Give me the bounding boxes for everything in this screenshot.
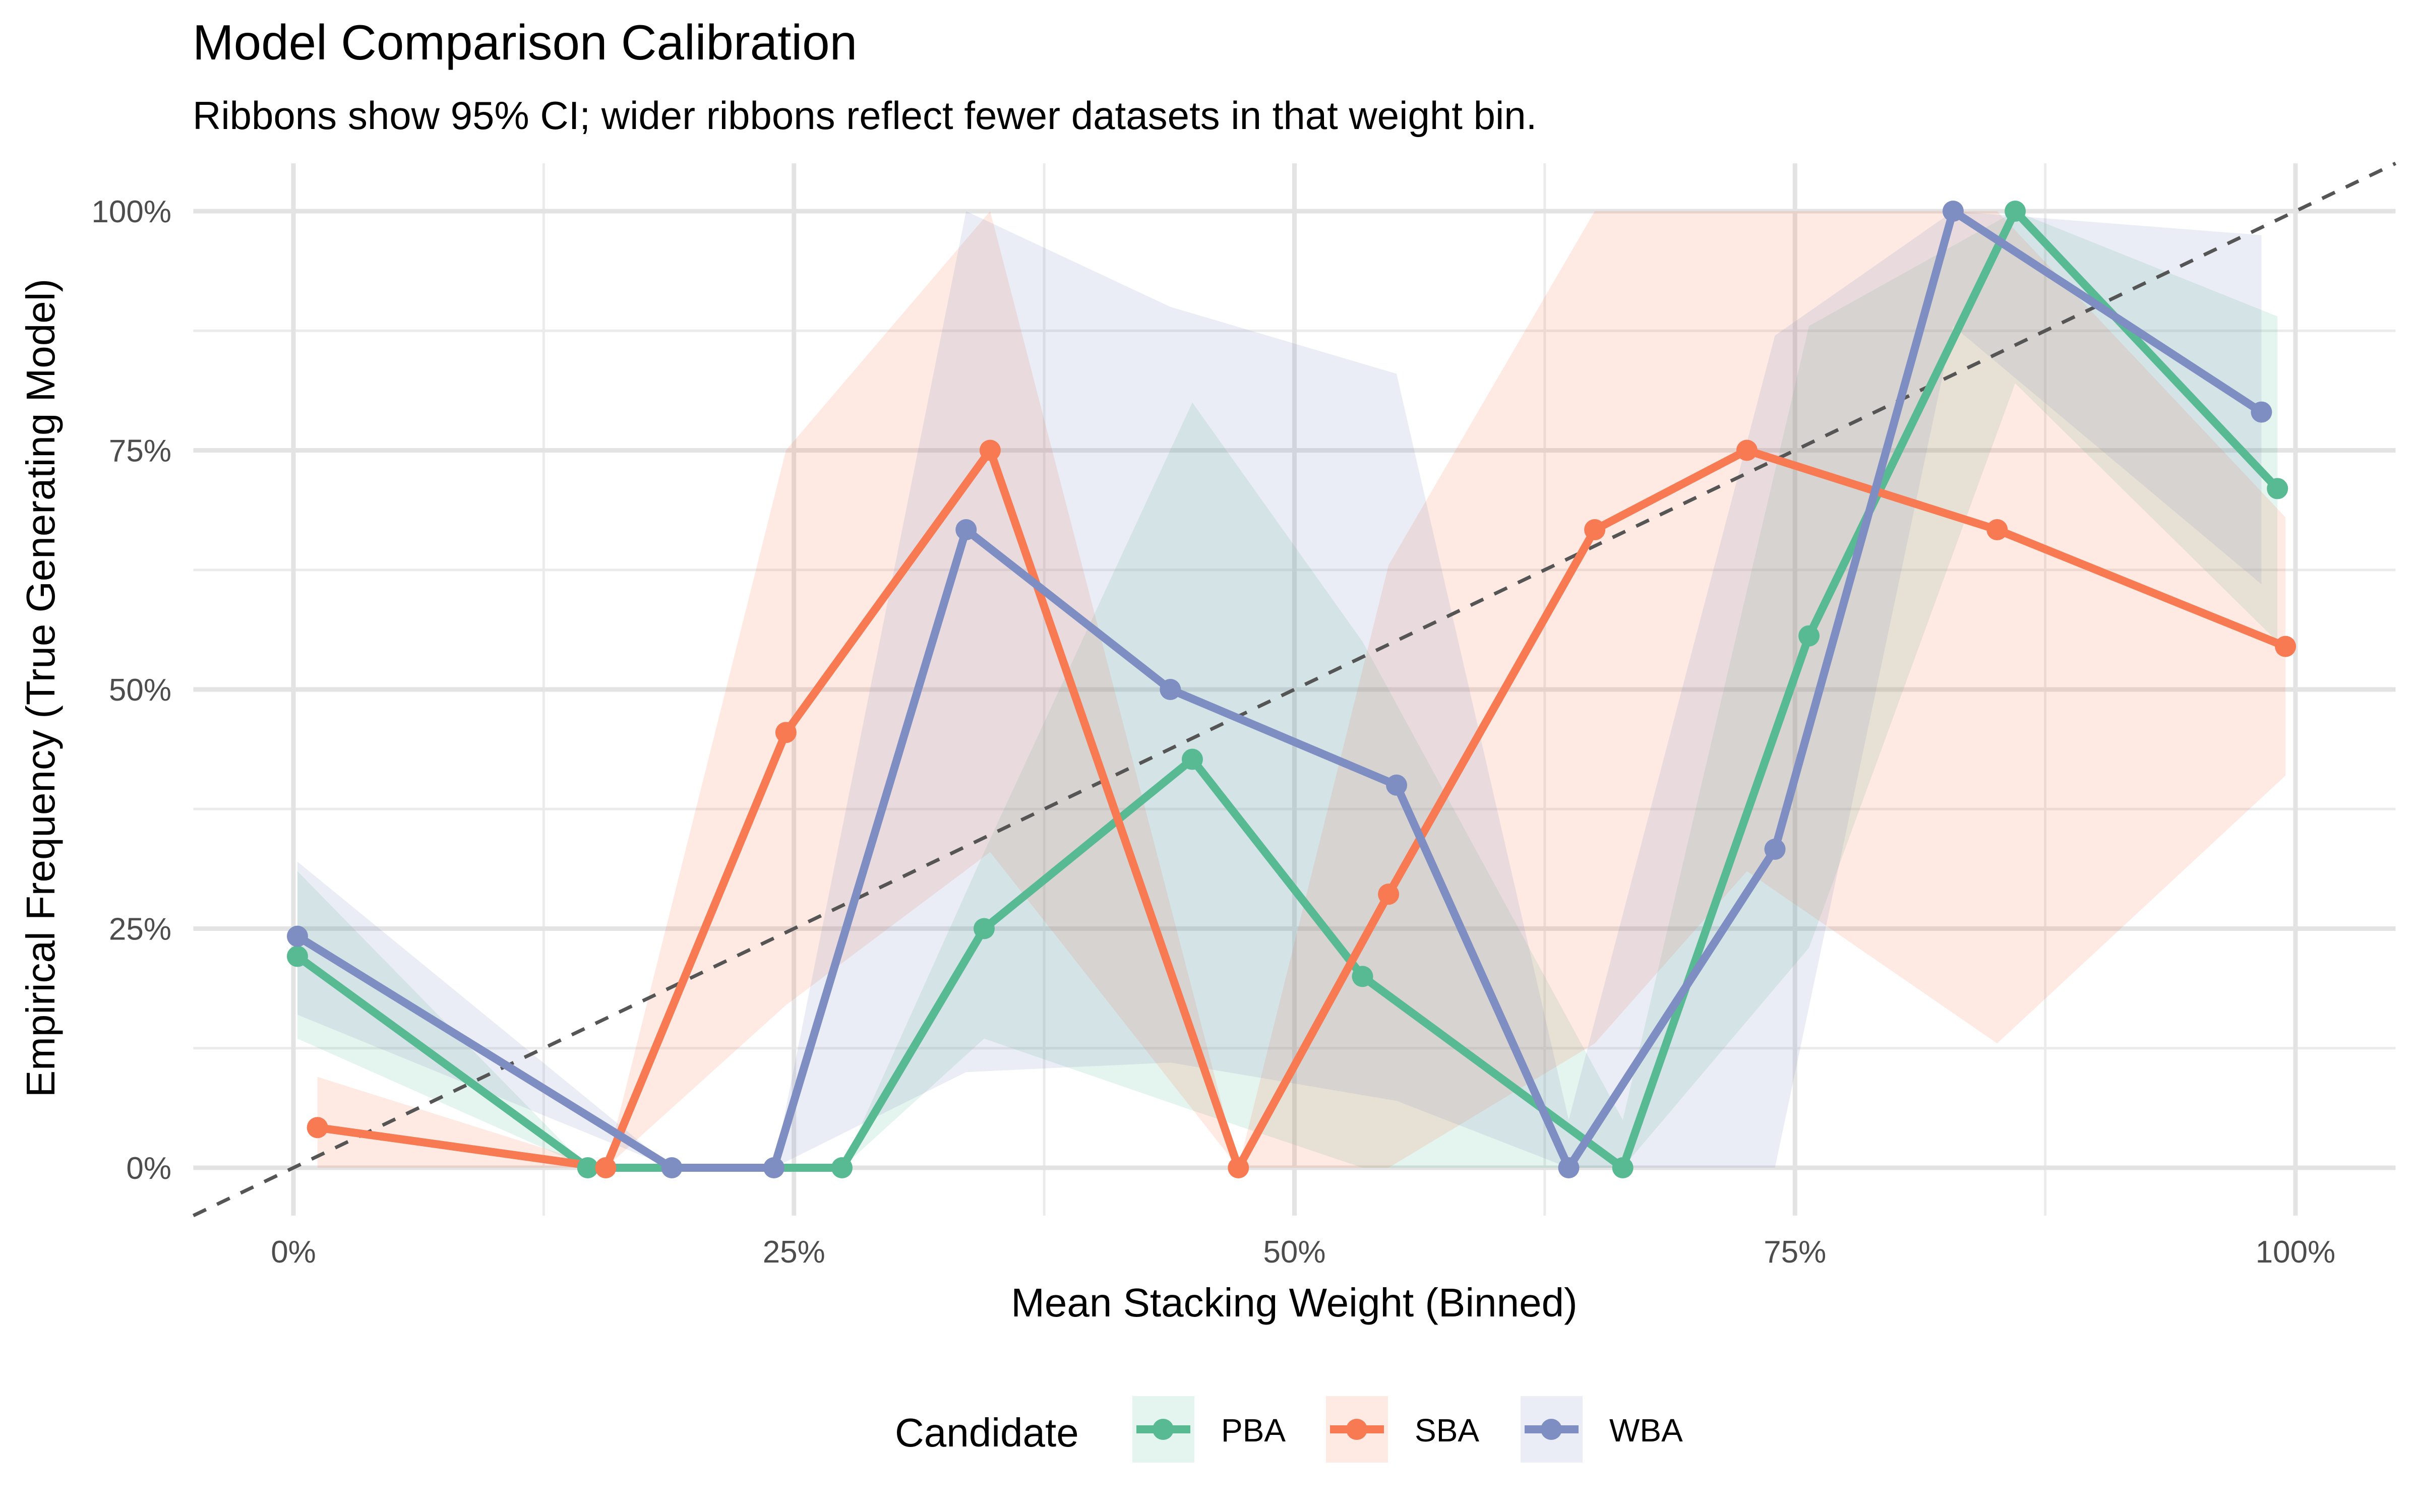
- point-sba: [775, 722, 797, 743]
- ribbon-wba: [297, 211, 2262, 1168]
- point-pba: [973, 918, 995, 939]
- x-tick-labels: 0% 25% 50% 75% 100%: [271, 1235, 2335, 1270]
- x-tick-label: 50%: [1263, 1235, 1325, 1270]
- point-wba: [661, 1157, 683, 1178]
- point-pba: [577, 1157, 598, 1178]
- x-tick-label: 100%: [2256, 1235, 2336, 1270]
- y-tick-labels: 0% 25% 50% 75% 100%: [91, 195, 171, 1186]
- point-sba: [1584, 519, 1606, 541]
- point-wba: [1386, 774, 1408, 796]
- point-wba: [1942, 201, 1964, 222]
- x-axis-label: Mean Stacking Weight (Binned): [1011, 1280, 1578, 1325]
- legend-label: WBA: [1609, 1412, 1683, 1448]
- point-pba: [286, 946, 308, 967]
- grid: [193, 163, 2396, 1216]
- point-sba: [595, 1157, 617, 1178]
- legend-title: Candidate: [895, 1410, 1079, 1455]
- line-wba: [295, 207, 2264, 1172]
- ribbon-pba: [297, 211, 2278, 1168]
- chart-subtitle: Ribbons show 95% CI; wider ribbons refle…: [193, 93, 1537, 138]
- reference-line: [192, 161, 2397, 1218]
- point-pba: [2267, 478, 2288, 499]
- point-pba: [831, 1157, 853, 1178]
- legend-label: PBA: [1221, 1412, 1286, 1448]
- point-pba: [1352, 966, 1373, 987]
- series-points: [286, 201, 2296, 1178]
- point-sba: [307, 1117, 328, 1139]
- point-pba: [2005, 201, 2026, 222]
- x-tick-label: 75%: [1764, 1235, 1826, 1270]
- legend: Candidate PBA SBA WBA: [895, 1396, 1683, 1463]
- point-pba: [1798, 625, 1820, 647]
- point-pba: [1612, 1157, 1634, 1178]
- ribbons: [297, 211, 2286, 1168]
- x-tick-label: 25%: [763, 1235, 825, 1270]
- y-tick-label: 100%: [91, 195, 171, 229]
- point-pba: [1181, 748, 1203, 770]
- ribbon-sba: [317, 211, 2286, 1168]
- y-tick-label: 25%: [109, 912, 171, 947]
- y-tick-label: 50%: [109, 673, 171, 708]
- point-sba: [1986, 519, 2008, 541]
- y-axis-label: Empirical Frequency (True Generating Mod…: [18, 279, 63, 1097]
- point-wba: [1160, 679, 1181, 700]
- diagonal-reference-line: [192, 161, 2397, 1218]
- legend-key-point: [1153, 1419, 1174, 1440]
- legend-item-sba: SBA: [1326, 1396, 1479, 1463]
- point-wba: [1764, 838, 1786, 860]
- series-lines: [295, 207, 2287, 1172]
- point-wba: [286, 925, 308, 947]
- point-wba: [2251, 401, 2272, 423]
- point-sba: [1736, 439, 1758, 461]
- x-tick-label: 0%: [271, 1235, 316, 1270]
- legend-item-wba: WBA: [1521, 1396, 1683, 1463]
- point-wba: [1558, 1157, 1580, 1178]
- legend-item-pba: PBA: [1132, 1396, 1286, 1463]
- chart-title: Model Comparison Calibration: [193, 15, 857, 70]
- legend-key-point: [1541, 1419, 1562, 1440]
- y-tick-label: 75%: [109, 434, 171, 469]
- point-sba: [1228, 1157, 1249, 1178]
- y-tick-label: 0%: [126, 1151, 171, 1186]
- point-sba: [1378, 884, 1400, 905]
- legend-label: SBA: [1415, 1412, 1479, 1448]
- legend-key-point: [1346, 1419, 1367, 1440]
- point-sba: [979, 439, 1001, 461]
- point-sba: [2275, 636, 2296, 657]
- point-wba: [763, 1157, 785, 1178]
- point-wba: [955, 519, 977, 541]
